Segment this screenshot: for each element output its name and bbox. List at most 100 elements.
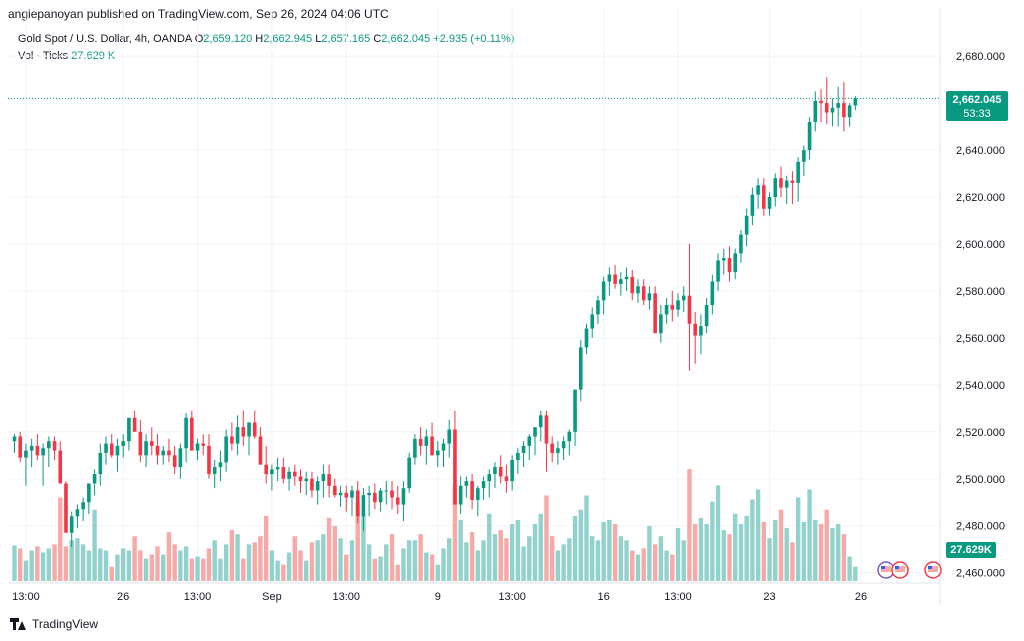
y-tick-label: 2,600.000: [956, 239, 1005, 251]
volume-bar: [292, 536, 297, 581]
volume-bar: [515, 519, 521, 581]
candle-body: [218, 462, 223, 468]
candle-body: [435, 450, 440, 456]
y-tick-label: 2,480.000: [956, 521, 1005, 533]
volume-bar: [750, 499, 755, 581]
candle-body: [35, 445, 40, 456]
candle-body: [384, 490, 389, 492]
volume-bar: [830, 528, 835, 581]
candle-body: [92, 474, 97, 484]
candle-body: [127, 417, 131, 442]
y-tick-label: 2,460.000: [956, 568, 1005, 580]
symbol-name[interactable]: Gold Spot / U.S. Dollar, 4h, OANDA: [18, 33, 192, 45]
bar-countdown: 53:33: [963, 108, 991, 120]
candle-body: [264, 464, 268, 475]
candle-body: [704, 305, 709, 327]
candle-body: [842, 103, 846, 118]
candle-body: [390, 490, 394, 498]
volume-bar: [778, 509, 784, 581]
candle-body: [58, 450, 63, 484]
candle-body: [47, 441, 51, 449]
x-tick-label: 26: [117, 591, 129, 603]
y-tick-label: 2,540.000: [956, 380, 1005, 392]
candle-body: [647, 293, 652, 301]
candle-body: [521, 445, 526, 453]
volume-bar: [841, 534, 847, 581]
volume-bar: [727, 534, 732, 581]
candle-body: [676, 300, 680, 310]
candle-body: [338, 492, 343, 496]
tradingview-footer[interactable]: TradingView: [10, 617, 98, 631]
candle-body: [664, 305, 669, 315]
close-value: 2,662.045: [381, 33, 431, 45]
volume-bar: [424, 552, 429, 581]
candle-body: [149, 441, 154, 446]
volume-bar: [675, 528, 681, 581]
candle-body: [573, 389, 577, 432]
candle-body: [487, 474, 492, 482]
symbol-legend: Gold Spot / U.S. Dollar, 4h, OANDA O2,65…: [18, 33, 514, 45]
volume-bar: [372, 558, 378, 581]
high-label: H: [255, 33, 264, 45]
volume-bar: [681, 540, 686, 581]
volume-bar: [120, 548, 126, 581]
candle-body: [304, 478, 309, 482]
volume-bar: [366, 544, 372, 581]
volume-bar: [406, 540, 412, 581]
volume-bar: [338, 538, 343, 581]
volume-bar: [544, 495, 549, 581]
candle-body: [52, 441, 57, 451]
candle-body: [401, 488, 406, 505]
volume-bar: [698, 517, 704, 581]
candle-body: [327, 474, 331, 486]
volume-bar: [744, 515, 749, 581]
volume-bar: [738, 523, 744, 581]
candle-body: [550, 443, 554, 453]
x-tick-label: 13:00: [332, 591, 360, 603]
volume-bar: [103, 550, 109, 581]
volume-bar: [378, 556, 383, 581]
candle-body: [361, 495, 366, 517]
candle-body: [556, 448, 560, 453]
volume-bar: [46, 548, 52, 581]
volume-bar: [647, 526, 652, 581]
volume-bar: [183, 546, 189, 581]
x-tick-label: 13:00: [664, 591, 692, 603]
candle-body: [201, 443, 206, 446]
volume-bar: [155, 546, 160, 581]
volume-bar: [595, 540, 601, 581]
candle-body: [12, 436, 17, 442]
candle-body: [470, 481, 474, 500]
volume-bar: [630, 550, 635, 581]
candle-body: [247, 422, 251, 437]
candle-body: [413, 438, 417, 458]
volume-bar: [69, 540, 74, 581]
volume-bar: [761, 521, 767, 581]
candle-body: [762, 185, 766, 209]
open-label: O: [194, 33, 204, 45]
y-tick-label: 2,560.000: [956, 333, 1005, 345]
candle-body: [590, 314, 595, 329]
y-tick-label: 2,500.000: [956, 474, 1005, 486]
candle-body: [418, 438, 423, 446]
y-tick-label: 2,520.000: [956, 427, 1005, 439]
volume-bar: [624, 540, 629, 581]
candle-body: [733, 253, 738, 273]
volume-bar: [612, 523, 618, 581]
candle-body: [292, 471, 297, 477]
candle-body: [476, 488, 480, 500]
candle-body: [344, 492, 349, 498]
candle-body: [195, 443, 200, 451]
candle-body: [281, 467, 286, 479]
volume-bar: [12, 545, 17, 581]
candle-body: [567, 431, 572, 442]
volume-bar: [286, 552, 292, 581]
candle-body: [853, 98, 858, 106]
volume-bar: [109, 566, 114, 581]
volume-bar: [601, 521, 606, 581]
candle-body: [504, 476, 509, 482]
volume-bar: [126, 550, 132, 581]
tradingview-brand: TradingView: [32, 617, 99, 631]
candle-body: [453, 429, 457, 505]
